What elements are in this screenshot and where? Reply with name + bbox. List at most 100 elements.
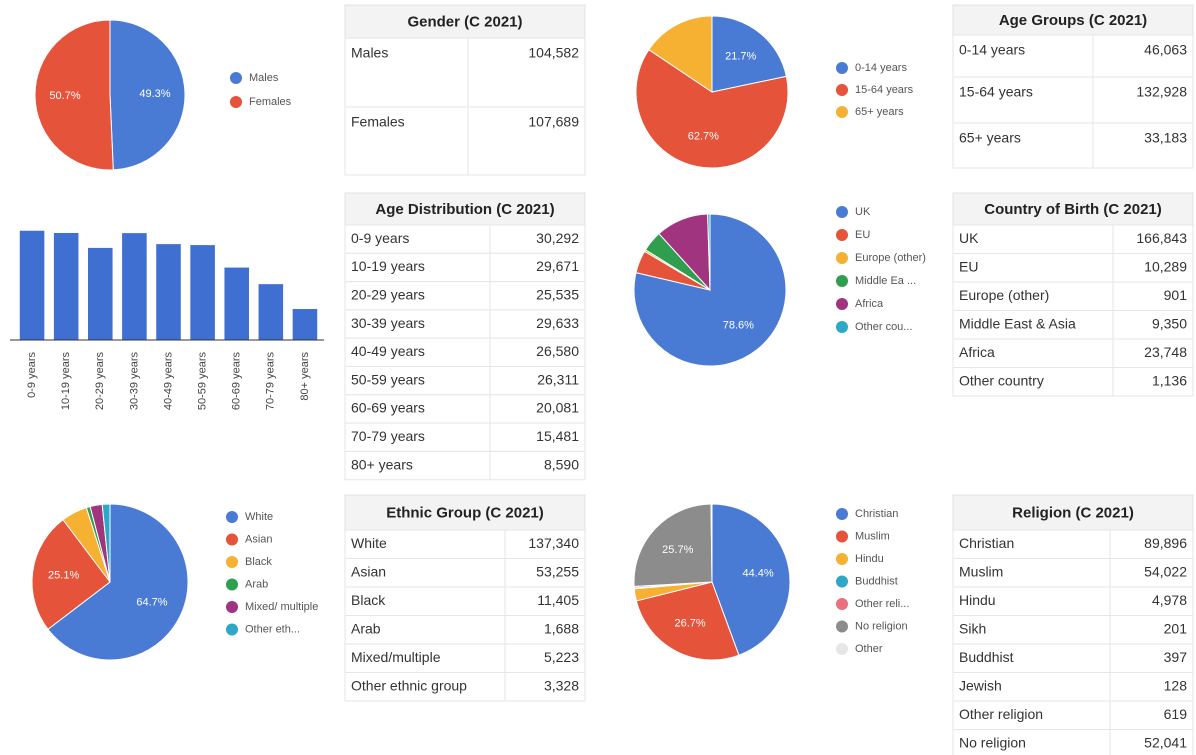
legend-swatch (836, 298, 848, 310)
table-row (344, 672, 586, 702)
row-value: 29,671 (536, 258, 579, 274)
table-row (952, 253, 1194, 283)
table-row (952, 367, 1194, 397)
row-label: Arab (351, 620, 381, 636)
pie-slice (711, 15, 787, 93)
row-value: 53,255 (536, 563, 579, 579)
row-value: 201 (1164, 620, 1188, 636)
data-table: Ethnic Group (C 2021) White 137,340 Asian 53… (344, 494, 586, 702)
row-value: 128 (1164, 677, 1188, 693)
row-value: 20,081 (536, 400, 579, 416)
bar (122, 233, 147, 340)
table-row (952, 281, 1194, 311)
slice-label: 44.4% (742, 568, 773, 580)
row-label: Jewish (959, 677, 1002, 693)
row-label: 80+ years (351, 456, 413, 472)
table-header (344, 494, 586, 531)
row-value: 25,535 (536, 286, 579, 302)
legend-swatch (226, 511, 238, 523)
pie-slice (109, 19, 186, 171)
row-label: 0-14 years (959, 42, 1025, 58)
legend-swatch (226, 556, 238, 568)
legend-swatch (836, 643, 848, 655)
legend-swatch (836, 206, 848, 218)
pie-slice (707, 213, 711, 291)
pie-slice (635, 581, 740, 661)
pie-slice (34, 19, 114, 171)
bar (87, 247, 113, 340)
row-label: Middle East & Asia (959, 315, 1076, 331)
row-value: 166,843 (1136, 230, 1187, 246)
pie-slice (101, 503, 111, 583)
row-value: 8,590 (544, 456, 579, 472)
slice-label: 50.7% (49, 90, 80, 102)
legend-swatch (230, 96, 242, 108)
row-value: 15,481 (536, 428, 579, 444)
bar (53, 232, 79, 340)
legend-swatch (836, 84, 848, 96)
row-label: No religion (959, 734, 1026, 750)
row-value: 33,183 (1144, 130, 1187, 146)
table-row (952, 34, 1194, 78)
table-header (952, 494, 1194, 531)
table-row (952, 122, 1194, 169)
legend-swatch (230, 72, 242, 84)
legend-swatch (226, 601, 238, 613)
table-row (344, 586, 586, 616)
legend-label: Europe (other) (855, 252, 926, 264)
pie-slice (633, 503, 713, 587)
table-title: Ethnic Group (C 2021) (386, 504, 544, 521)
legend-swatch (836, 575, 848, 588)
legend-swatch (836, 106, 848, 118)
legend-label: UK (855, 206, 871, 218)
pie-slice (711, 503, 791, 656)
row-label: Muslim (959, 563, 1003, 579)
row-label: Asian (351, 563, 386, 579)
row-label: 20-29 years (351, 286, 425, 302)
table-row (344, 422, 586, 452)
bar (224, 267, 250, 340)
row-value: 1,688 (544, 620, 579, 636)
data-table: Country of Birth (C 2021) UK 166,843 EU 10,2… (952, 192, 1194, 397)
slice-label: 21.7% (725, 50, 756, 62)
data-table: Age Groups (C 2021) 0-14 years 46,063 15-64… (952, 4, 1194, 169)
row-value: 26,311 (537, 371, 579, 387)
data-table: Religion (C 2021) Christian 89,896 Muslim 54… (952, 494, 1194, 755)
slice-label: 26.7% (674, 617, 705, 629)
row-label: Males (351, 45, 388, 61)
legend-label: Mixed/ multiple (245, 601, 318, 613)
row-label: Europe (other) (959, 287, 1049, 303)
x-tick-label: 0-9 years (26, 352, 38, 398)
legend-label: 15-64 years (855, 84, 914, 96)
legend-label: Buddhist (855, 575, 898, 587)
row-label: 15-64 years (959, 84, 1033, 100)
table-row (344, 309, 586, 339)
row-label: 50-59 years (351, 371, 425, 387)
row-label: 30-39 years (351, 315, 425, 331)
legend-label: Asian (245, 533, 273, 545)
legend-label: 0-14 years (855, 62, 907, 74)
table-row (344, 394, 586, 424)
row-value: 107,689 (528, 114, 579, 130)
table-row (344, 366, 586, 396)
x-tick-label: 70-79 years (265, 352, 277, 411)
row-label: Other religion (959, 706, 1043, 722)
table-row (952, 76, 1194, 124)
slice-label: 78.6% (723, 320, 754, 332)
table-header (952, 4, 1194, 36)
table-row (344, 37, 586, 108)
row-value: 619 (1164, 706, 1188, 722)
row-label: Other country (959, 372, 1044, 388)
row-value: 29,633 (536, 315, 579, 331)
legend-swatch (836, 598, 848, 610)
row-value: 4,978 (1152, 592, 1187, 608)
legend-swatch (226, 578, 238, 591)
legend-label: Black (245, 556, 272, 568)
data-table: Age Distribution (C 2021) 0-9 years 30,292… (344, 192, 586, 481)
table-title: Religion (C 2021) (1012, 504, 1134, 521)
table-title: Country of Birth (C 2021) (984, 201, 1162, 218)
row-value: 26,580 (536, 343, 579, 359)
legend-swatch (836, 252, 848, 264)
x-tick-label: 60-69 years (231, 352, 243, 411)
row-value: 901 (1164, 287, 1188, 303)
